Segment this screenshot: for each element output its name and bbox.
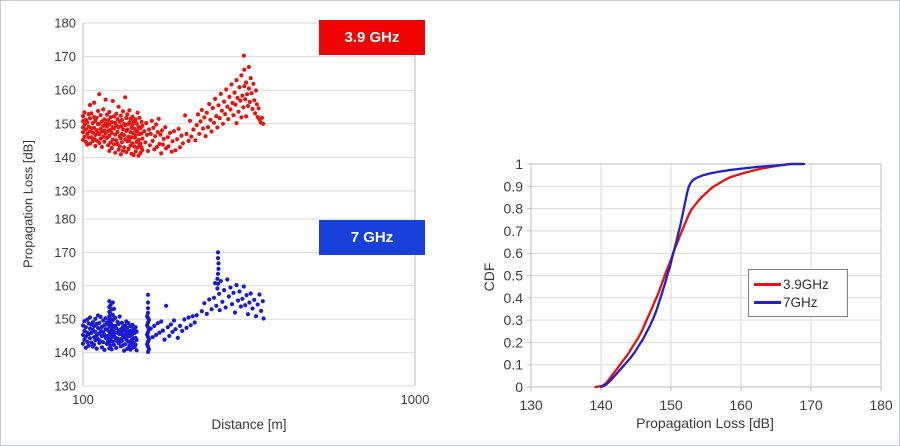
left-x-tick-label: 100 <box>72 392 94 407</box>
cdf-curve-7ghz <box>599 162 806 389</box>
cdf-y-tick-label: 0.1 <box>504 357 524 373</box>
left-y-tick-label: 160 <box>54 83 76 98</box>
left-x-tick-label: 1000 <box>401 392 430 407</box>
left-y-tick-label: 180 <box>54 16 76 31</box>
left-y-tick-label: 140 <box>54 150 76 165</box>
left-y-tick-label: 130 <box>54 379 76 394</box>
cdf-y-tick-label: 0.9 <box>504 178 524 194</box>
left-y-tick-label: 170 <box>54 245 76 260</box>
cdf-x-tick-label: 150 <box>659 397 683 413</box>
cdf-x-tick-label: 140 <box>589 397 613 413</box>
cdf-y-tick-label: 0.2 <box>504 334 524 350</box>
scatter-points-7ghz <box>80 250 266 354</box>
left-y-tick-label: 180 <box>54 212 76 227</box>
cdf-plot-border <box>530 163 882 388</box>
legend-line-sample-39ghz <box>754 282 781 286</box>
cdf-legend-row-7ghz: 7GHz <box>754 293 847 311</box>
cdf-y-axis-title: CDF <box>481 262 497 292</box>
cdf-x-tick-label: 160 <box>729 397 753 413</box>
cdf-y-tick-label: 0 <box>515 379 523 395</box>
cdf-y-tick-label: 1 <box>515 156 523 172</box>
cdf-x-tick-label: 130 <box>519 397 543 413</box>
left-y-axis-title: Propagation Loss [dB] <box>20 140 36 268</box>
legend-label-7ghz: 7GHz <box>783 294 818 310</box>
scatter-points-39ghz <box>80 53 266 158</box>
legend-line-sample-7ghz <box>754 300 781 304</box>
cdf-x-tick-label: 170 <box>799 397 823 413</box>
panel-badge-39ghz: 3.9 GHz <box>319 20 425 55</box>
cdf-y-tick-label: 0.6 <box>504 245 524 261</box>
left-y-tick-label: 150 <box>54 116 76 131</box>
cdf-x-axis-title: Propagation Loss [dB] <box>636 415 774 431</box>
cdf-tick-marks <box>527 163 882 391</box>
cdf-y-tick-label: 0.3 <box>504 312 524 328</box>
cdf-chart-svg: 130 140 150 160 170 180 0 0.1 0.2 0.3 0.4 0.5 0.6 0.7… <box>504 156 893 413</box>
left-gridlines <box>83 22 415 387</box>
legend-label-39ghz: 3.9GHz <box>783 276 829 292</box>
panel-badge-7ghz: 7 GHz <box>319 220 425 255</box>
cdf-y-tick-label: 0.5 <box>504 268 524 284</box>
cdf-y-tick-label: 0.7 <box>504 223 524 239</box>
left-y-tick-label: 130 <box>54 184 76 199</box>
cdf-legend: 3.9GHz 7GHz <box>748 269 848 317</box>
left-y-tick-label: 140 <box>54 345 76 360</box>
left-x-axis-title: Distance [m] <box>211 417 287 432</box>
left-y-tick-label: 170 <box>54 49 76 64</box>
cdf-y-tick-label: 0.4 <box>504 290 524 306</box>
left-y-tick-label: 150 <box>54 312 76 327</box>
left-y-tick-label: 160 <box>54 278 76 293</box>
cdf-legend-row-39ghz: 3.9GHz <box>754 275 847 293</box>
panel-badge-39ghz-label: 3.9 GHz <box>344 29 400 46</box>
panel-badge-7ghz-label: 7 GHz <box>350 229 394 246</box>
cdf-x-tick-label: 180 <box>869 397 893 413</box>
cdf-y-tick-label: 0.8 <box>504 201 524 217</box>
